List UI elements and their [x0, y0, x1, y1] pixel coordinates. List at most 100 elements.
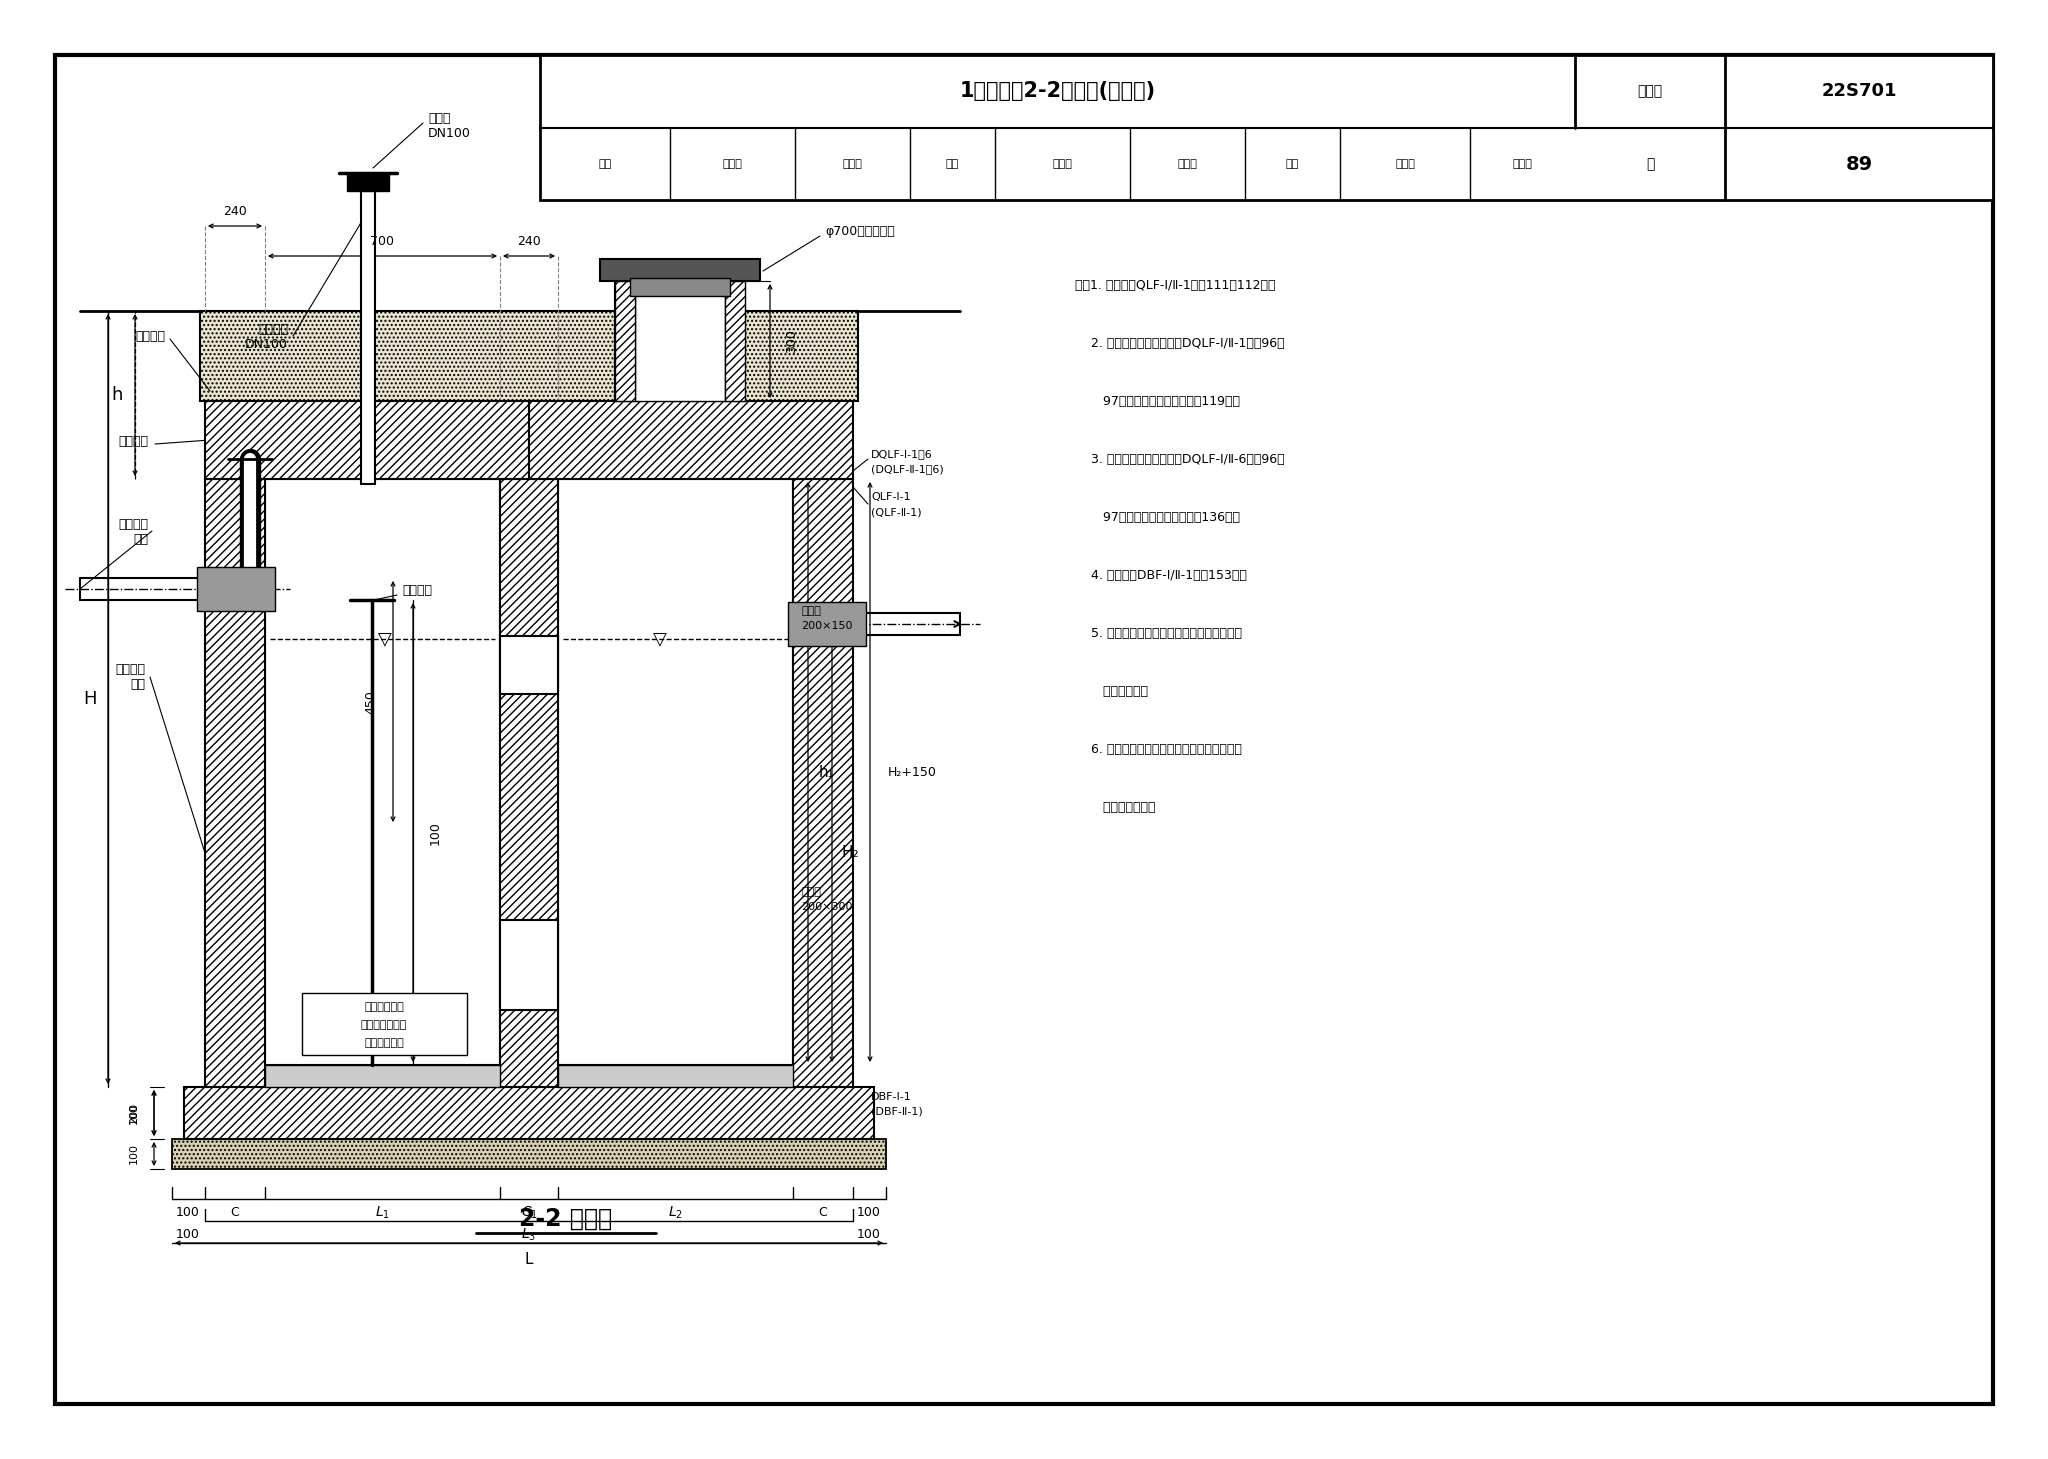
Bar: [301, 994, 467, 1055]
Text: 5. 带括号的顶部圈梁、中部圈梁及底板，用: 5. 带括号的顶部圈梁、中部圈梁及底板，用: [1075, 627, 1241, 641]
Text: H₂: H₂: [842, 845, 858, 859]
Text: 200×150: 200×150: [801, 622, 852, 630]
Text: 齐璐静: 齐璐静: [1513, 159, 1532, 169]
Text: 鄢化敏: 鄢化敏: [723, 159, 743, 169]
Text: 注：1. 中部圈梁QLF-I/Ⅱ-1见第111、112页。: 注：1. 中部圈梁QLF-I/Ⅱ-1见第111、112页。: [1075, 279, 1276, 292]
Bar: [197, 568, 274, 611]
Text: L: L: [524, 1252, 532, 1266]
Text: 89: 89: [1845, 155, 1872, 174]
Text: 100: 100: [856, 1228, 881, 1242]
Text: DN100: DN100: [246, 337, 289, 350]
Text: C: C: [231, 1207, 240, 1220]
Bar: [557, 1065, 793, 1087]
Text: 设计: 设计: [1286, 159, 1298, 169]
Text: QLF-I-1: QLF-I-1: [870, 492, 911, 502]
Text: 素混凝土垫层: 素混凝土垫层: [365, 1037, 403, 1048]
Text: $L_2$: $L_2$: [668, 1205, 682, 1221]
Text: 240: 240: [518, 235, 541, 248]
Text: 2. 不过汽车时，顶部圈梁DQLF-I/Ⅱ-1见第96、: 2. 不过汽车时，顶部圈梁DQLF-I/Ⅱ-1见第96、: [1075, 337, 1284, 350]
Text: 97页，盖板平面布置图见第119页。: 97页，盖板平面布置图见第119页。: [1075, 395, 1239, 409]
Text: DN100: DN100: [428, 127, 471, 140]
Bar: [725, 282, 745, 401]
Text: 齐璐静: 齐璐静: [1395, 159, 1415, 169]
Bar: [205, 479, 264, 1087]
Text: 图集号: 图集号: [1638, 85, 1663, 98]
Text: 防水砂浆抹面: 防水砂浆抹面: [365, 1002, 403, 1013]
Text: H₂+150: H₂+150: [887, 766, 936, 779]
Text: 套管: 套管: [133, 533, 147, 546]
Text: 现浇盖板: 现浇盖板: [135, 330, 166, 343]
Bar: [500, 921, 557, 1010]
Bar: [528, 401, 854, 479]
Text: 97页，盖板平面布置图见第136页。: 97页，盖板平面布置图见第136页。: [1075, 511, 1239, 524]
Text: 100: 100: [428, 821, 442, 845]
Text: 抹面: 抹面: [129, 677, 145, 690]
Text: 校对: 校对: [946, 159, 958, 169]
Text: DBF-I-1: DBF-I-1: [870, 1091, 911, 1102]
Bar: [500, 636, 557, 694]
Text: 100: 100: [176, 1228, 201, 1242]
Text: 现浇盖板: 现浇盖板: [119, 435, 147, 448]
Text: H: H: [84, 690, 96, 708]
Text: ▽: ▽: [379, 630, 391, 648]
Bar: [793, 479, 854, 1087]
Text: 200: 200: [129, 1103, 139, 1123]
Bar: [635, 282, 725, 401]
Text: DQLF-I-1、6: DQLF-I-1、6: [870, 449, 932, 460]
Text: 预埋防水: 预埋防水: [119, 518, 147, 531]
Text: 钢筋混凝土底板: 钢筋混凝土底板: [360, 1020, 408, 1030]
Text: 3. 可过汽车时，顶部圈梁DQLF-I/Ⅱ-6见第96、: 3. 可过汽车时，顶部圈梁DQLF-I/Ⅱ-6见第96、: [1075, 452, 1284, 465]
Text: 100: 100: [856, 1207, 881, 1220]
Bar: [205, 401, 528, 479]
Bar: [264, 1065, 500, 1087]
Text: 通气孔: 通气孔: [801, 605, 821, 616]
Bar: [600, 260, 760, 282]
Text: 页: 页: [1647, 158, 1655, 171]
Text: 300: 300: [786, 330, 799, 353]
Text: 100: 100: [129, 1103, 139, 1123]
Text: (QLF-Ⅱ-1): (QLF-Ⅱ-1): [870, 506, 922, 516]
Text: 管道支架: 管道支架: [401, 584, 432, 597]
Text: φ700井盖及盖座: φ700井盖及盖座: [825, 225, 895, 238]
Text: 22S701: 22S701: [1821, 82, 1896, 101]
Bar: [614, 282, 635, 401]
Bar: [184, 1087, 874, 1139]
Text: 100: 100: [129, 1144, 139, 1164]
Text: 6. 通气竖管、通气帽的材质及设置位置要求: 6. 通气竖管、通气帽的材质及设置位置要求: [1075, 743, 1241, 756]
Text: 防水砂浆: 防水砂浆: [115, 662, 145, 676]
Text: 2-2 剖面图: 2-2 剖面图: [520, 1207, 612, 1231]
Text: 石晓斌: 石晓斌: [1053, 159, 1073, 169]
Text: 通气帽: 通气帽: [428, 111, 451, 124]
Text: ▽: ▽: [653, 630, 668, 648]
Text: 通气竖管: 通气竖管: [258, 322, 289, 336]
Bar: [346, 174, 389, 191]
Text: (DBF-Ⅱ-1): (DBF-Ⅱ-1): [870, 1107, 924, 1118]
Bar: [631, 279, 729, 296]
Text: 4. 现浇底板DBF-I/Ⅱ-1见第153页。: 4. 现浇底板DBF-I/Ⅱ-1见第153页。: [1075, 569, 1247, 582]
Bar: [500, 479, 557, 1087]
Text: (DQLF-Ⅱ-1、6): (DQLF-Ⅱ-1、6): [870, 464, 944, 474]
Text: 100: 100: [176, 1207, 201, 1220]
Text: $L_1$: $L_1$: [375, 1205, 389, 1221]
Text: 于有地下水。: 于有地下水。: [1075, 684, 1149, 697]
Text: 审核: 审核: [598, 159, 612, 169]
Bar: [541, 55, 1993, 200]
Text: C: C: [819, 1207, 827, 1220]
Text: 乙晓刚: 乙晓刚: [1178, 159, 1198, 169]
Text: 200×300: 200×300: [801, 902, 852, 912]
Text: 过水孔: 过水孔: [801, 887, 821, 897]
Text: $C_1$: $C_1$: [520, 1205, 537, 1221]
Text: h: h: [111, 387, 123, 404]
Bar: [201, 311, 858, 401]
Bar: [172, 1139, 887, 1169]
Text: 450: 450: [365, 690, 377, 713]
Text: $L_3$: $L_3$: [522, 1227, 537, 1243]
Bar: [788, 603, 866, 646]
Text: 700: 700: [371, 235, 393, 248]
Bar: [614, 282, 745, 401]
Text: 详见编制说明。: 详见编制说明。: [1075, 801, 1155, 814]
Bar: [360, 191, 375, 484]
Text: 利必版: 利必版: [842, 159, 862, 169]
Text: 240: 240: [223, 204, 248, 217]
Text: 1号化粪池2-2剖面图(有覆土): 1号化粪池2-2剖面图(有覆土): [958, 82, 1155, 101]
